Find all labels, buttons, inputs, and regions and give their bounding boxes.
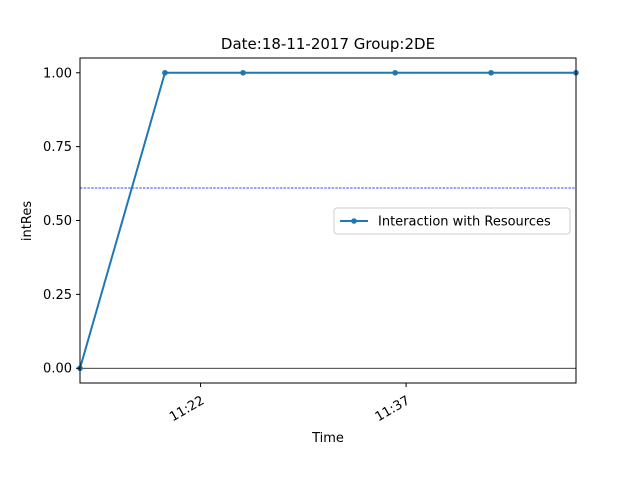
data-point <box>392 69 398 76</box>
y-tick-label: 0.50 <box>43 214 72 229</box>
x-tick-label: 11:37 <box>373 393 413 425</box>
data-point <box>488 69 494 76</box>
y-tick-label: 1.00 <box>43 66 72 81</box>
plot-area: 0.00 0.25 0.50 0.75 1.00 11:22 11:37 Interactio… <box>43 57 579 425</box>
legend-marker <box>351 218 357 224</box>
y-tick-label: 0.25 <box>43 288 72 303</box>
y-tick-label: 0.00 <box>43 362 72 377</box>
y-axis-label: intRes <box>20 201 35 241</box>
x-axis-label: Time <box>311 431 344 446</box>
legend-box <box>333 207 571 235</box>
data-point <box>240 69 246 76</box>
y-tick-label: 0.75 <box>43 140 72 155</box>
legend-label: Interaction with Resources <box>378 215 551 230</box>
data-point <box>162 69 168 76</box>
series-line <box>79 71 576 369</box>
x-tick-label: 11:22 <box>167 393 207 425</box>
chart-title: Date:18-11-2017 Group:2DE <box>221 35 435 53</box>
